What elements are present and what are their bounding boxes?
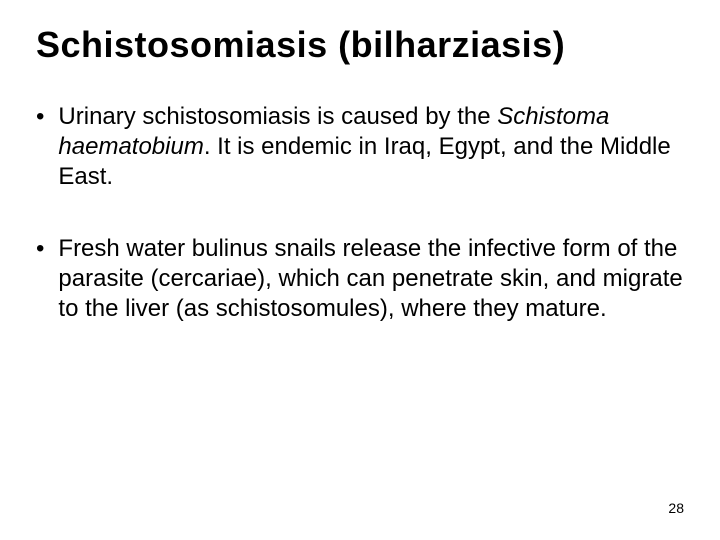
bullet-item: • Fresh water bulinus snails release the…	[36, 234, 684, 324]
page-number: 28	[668, 500, 684, 516]
bullet-text: Urinary schistosomiasis is caused by the…	[58, 102, 684, 192]
bullet-marker-icon: •	[36, 102, 44, 192]
bullet-pre-text: Urinary schistosomiasis is caused by the	[58, 103, 497, 130]
bullet-marker-icon: •	[36, 234, 44, 324]
slide-title: Schistosomiasis (bilharziasis)	[36, 24, 684, 66]
bullet-pre-text: Fresh water bulinus snails release the i…	[58, 235, 682, 322]
bullet-text: Fresh water bulinus snails release the i…	[58, 234, 684, 324]
bullet-item: • Urinary schistosomiasis is caused by t…	[36, 102, 684, 192]
